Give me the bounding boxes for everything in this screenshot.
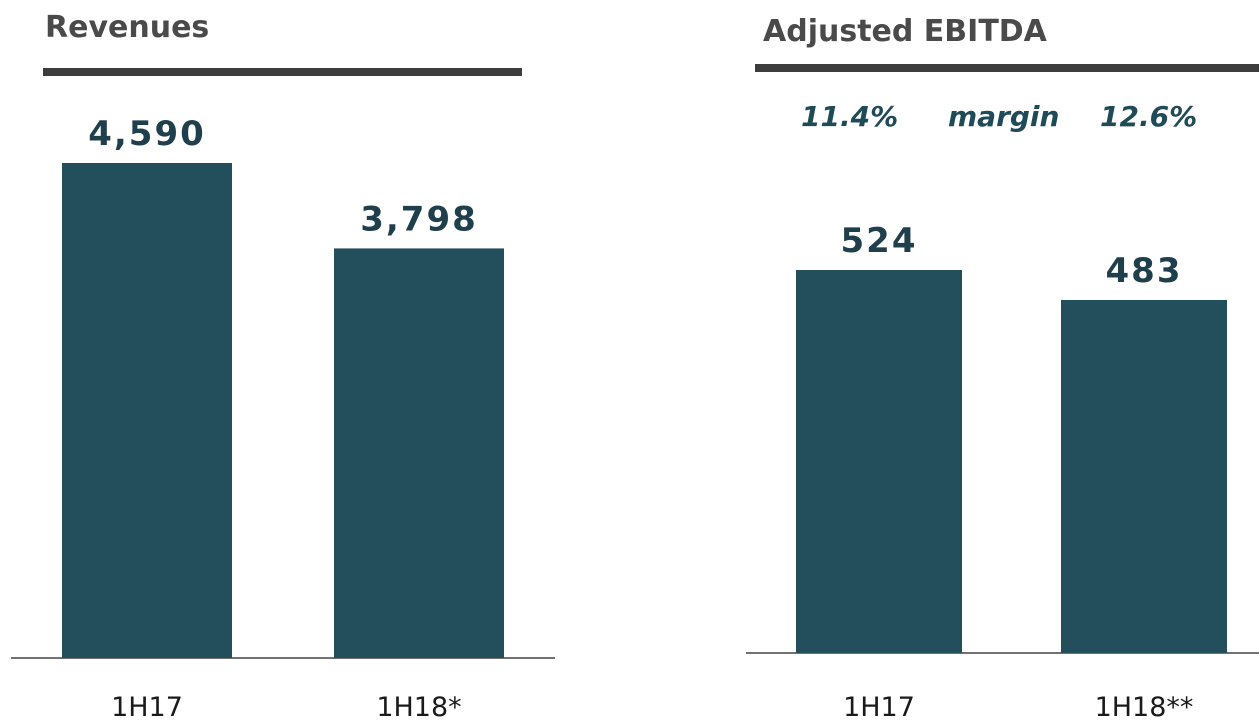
revenues-panel: Revenues 4,590 1H17 3,798 1H18* <box>0 0 600 721</box>
margin-1h18: 12.6% <box>1100 100 1198 133</box>
margin-label: margin <box>948 100 1060 133</box>
adjusted-ebitda-bar-chart: 524 1H17 483 1H18** <box>746 221 1259 721</box>
bar-1H18** <box>1061 299 1227 653</box>
category-label-1H17: 1H17 <box>843 692 915 721</box>
margin-1h17: 11.4% <box>801 100 899 133</box>
data-label-1H18*: 3,798 <box>360 199 478 239</box>
data-label-1H18**: 483 <box>1106 251 1183 291</box>
adjusted-ebitda-panel: Adjusted EBITDA 11.4% margin 12.6% 524 1H… <box>730 0 1259 721</box>
category-label-1H18**: 1H18** <box>1095 692 1194 721</box>
data-label-1H17: 4,590 <box>88 114 206 154</box>
revenues-title-rule <box>43 68 522 76</box>
adjusted-ebitda-title-rule <box>755 64 1259 72</box>
revenues-bar-chart: 4,590 1H17 3,798 1H18* <box>11 114 555 721</box>
category-label-1H17: 1H17 <box>111 692 183 721</box>
revenues-title: Revenues <box>45 10 210 45</box>
category-label-1H18*: 1H18* <box>376 692 461 721</box>
bar-1H18* <box>334 248 504 659</box>
adjusted-ebitda-title: Adjusted EBITDA <box>763 14 1047 49</box>
bar-1H17 <box>796 270 962 653</box>
bar-1H17 <box>62 163 232 658</box>
data-label-1H17: 524 <box>841 221 918 261</box>
